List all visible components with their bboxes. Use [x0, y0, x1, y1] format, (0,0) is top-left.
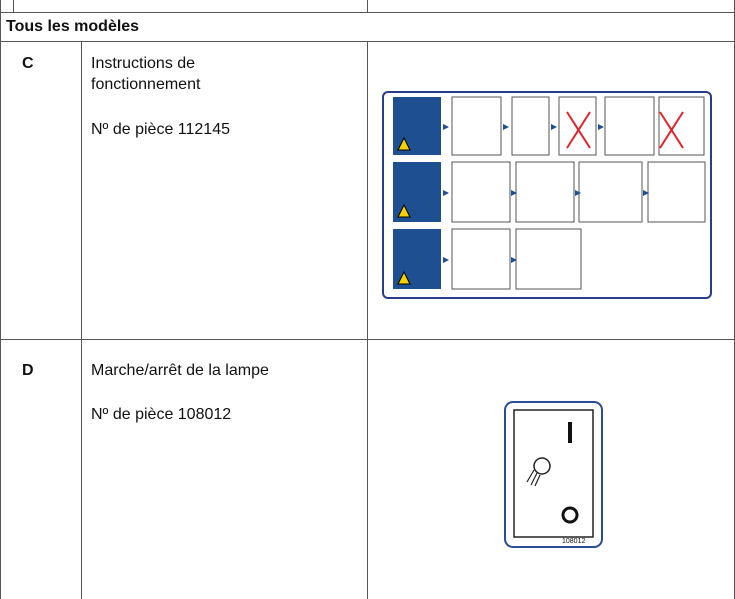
- part-number: Nº de pièce 112145: [91, 121, 230, 138]
- row-code: D: [22, 362, 34, 379]
- section-title: Tous les modèles: [6, 18, 140, 35]
- decal-d: [504, 401, 603, 548]
- part-number: Nº de pièce 108012: [91, 406, 232, 423]
- row-code: C: [22, 55, 34, 72]
- row-title: Instructions de fonctionnement: [91, 55, 201, 93]
- decal-c: [382, 91, 712, 299]
- row-title: Marche/arrêt de la lampe: [91, 362, 269, 379]
- decal-number: 108012: [562, 538, 586, 545]
